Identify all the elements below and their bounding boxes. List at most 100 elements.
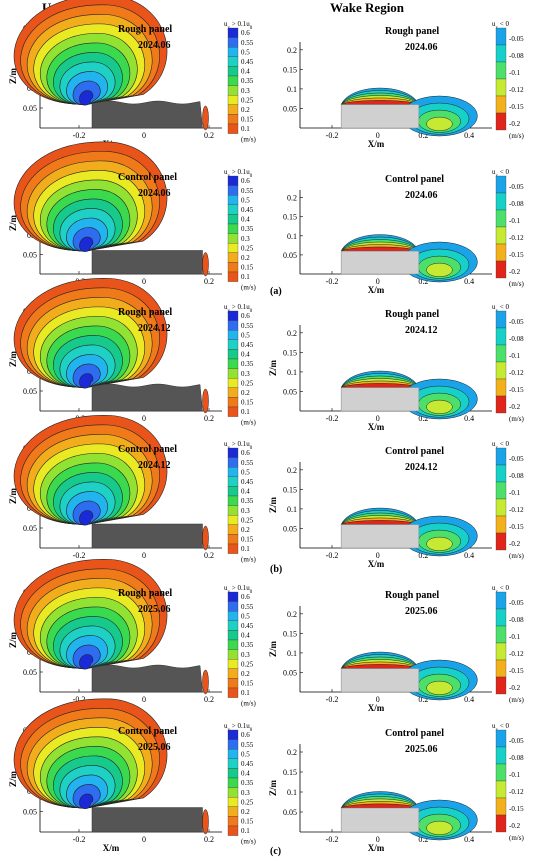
x-tick-label: 0.4	[464, 131, 474, 140]
x-tick-label: 0.4	[464, 695, 474, 704]
panel-upwelling-control-2025.06: 0.05 0.10.15 0.2 0.25 -0.2 0 0.2 X/m Z/m Control …	[8, 698, 256, 853]
colorbar-level: 0.5	[241, 196, 250, 204]
x-tick-label: 0	[142, 277, 146, 286]
colorbar-swatch	[227, 195, 239, 205]
y-tick-label: 0.05	[283, 104, 297, 113]
contour-band	[79, 654, 94, 670]
wake-tail-band	[426, 536, 453, 551]
colorbar-swatch	[227, 601, 239, 612]
colorbar-swatch	[495, 395, 507, 414]
colorbar-swatch	[227, 639, 239, 650]
y-tick-label: 0.05	[23, 387, 37, 396]
colorbar-level: 0.4	[241, 216, 250, 224]
colorbar-level: 0.1	[241, 125, 250, 133]
panel-date: 2024.06	[138, 40, 171, 51]
colorbar-level: 0.3	[241, 370, 250, 378]
panel-title: Control panel	[118, 172, 177, 183]
panel-title: Rough panel	[385, 309, 439, 320]
colorbar-level: 0.35	[241, 360, 254, 368]
colorbar-level: 0.45	[241, 58, 254, 66]
colorbar-swatch	[495, 378, 507, 397]
colorbar-level: 0.3	[241, 235, 250, 243]
x-axis-label: X/m	[368, 843, 385, 853]
colorbar-level: -0.12	[509, 788, 524, 796]
colorbar-level: 0.5	[241, 612, 250, 620]
y-tick-label: 0.05	[23, 524, 37, 533]
colorbar-swatch	[495, 209, 507, 228]
colorbar-swatch	[495, 260, 507, 279]
colorbar-unit: (m/s)	[509, 552, 524, 560]
colorbar-level: -0.1	[509, 771, 521, 779]
colorbar-level: -0.08	[509, 52, 524, 60]
colorbar-level: 0.35	[241, 779, 254, 787]
colorbar-swatch	[227, 659, 239, 669]
trailing-edge-band	[202, 525, 209, 551]
colorbar-level: 0.4	[241, 770, 250, 778]
colorbar-level: -0.08	[509, 335, 524, 343]
x-axis-label: X/m	[368, 559, 385, 569]
y-tick-label: 0.1	[287, 788, 297, 797]
rough-panel-plate	[91, 664, 203, 693]
colorbar-swatch	[495, 780, 507, 799]
y-axis-label: Z/m	[8, 215, 18, 232]
x-tick-label: 0.2	[204, 131, 214, 140]
colorbar-level: 0.6	[241, 29, 250, 37]
y-axis-label: Z/m	[268, 360, 278, 377]
x-tick-label: 0	[142, 414, 146, 423]
colorbar-swatch	[227, 486, 239, 497]
colorbar-swatch	[495, 642, 507, 661]
colorbar-level: -0.12	[509, 86, 524, 94]
colorbar-swatch	[227, 447, 239, 458]
x-tick-label: -0.2	[326, 414, 339, 423]
colorbar-unit: (m/s)	[509, 280, 524, 288]
colorbar-swatch	[227, 271, 239, 282]
plate-control	[340, 250, 420, 275]
y-tick-label: 0.2	[287, 329, 297, 338]
y-tick-label: 0.2	[287, 610, 297, 619]
colorbar-swatch	[495, 498, 507, 517]
colorbar-swatch	[227, 47, 239, 57]
colorbar-swatch	[227, 123, 239, 134]
y-axis-label: Z/m	[8, 68, 18, 85]
colorbar-swatch	[227, 687, 239, 698]
colorbar-unit: (m/s)	[241, 419, 256, 427]
colorbar-swatch	[495, 659, 507, 678]
colorbar-swatch	[227, 114, 239, 125]
colorbar-level: -0.1	[509, 633, 521, 641]
colorbar-level: -0.2	[509, 822, 521, 830]
colorbar-level: 0.5	[241, 48, 250, 56]
y-tick-label: 0.05	[283, 251, 297, 260]
colorbar-level: 0.1	[241, 408, 250, 416]
x-tick-label: 0	[376, 835, 380, 844]
colorbar-level: -0.15	[509, 523, 524, 531]
panel-date: 2025.06	[405, 744, 438, 755]
colorbar-swatch	[495, 447, 507, 466]
colorbar-swatch	[495, 27, 507, 46]
colorbar-level: 0.35	[241, 497, 254, 505]
colorbar-level: -0.08	[509, 200, 524, 208]
colorbar-level: 0.3	[241, 507, 250, 515]
colorbar-level: 0.35	[241, 641, 254, 649]
colorbar-level: -0.2	[509, 268, 521, 276]
y-tick-label: 0.05	[23, 104, 37, 113]
colorbar-level: 0.25	[241, 244, 254, 252]
colorbar-unit: (m/s)	[509, 132, 524, 140]
colorbar-swatch	[227, 620, 239, 631]
panel-date: 2024.06	[405, 42, 438, 53]
colorbar-swatch	[227, 524, 239, 535]
colorbar-swatch	[227, 378, 239, 388]
colorbar-swatch	[495, 515, 507, 534]
colorbar-level: 0.15	[241, 264, 254, 272]
panel-date: 2024.12	[405, 462, 438, 473]
x-tick-label: -0.2	[73, 551, 86, 560]
x-tick-label: 0.2	[418, 277, 428, 286]
colorbar-swatch	[227, 243, 239, 253]
x-tick-label: 0	[142, 551, 146, 560]
colorbar-level: 0.1	[241, 689, 250, 697]
x-tick-label: 0.4	[464, 551, 474, 560]
colorbar-swatch	[495, 814, 507, 833]
colorbar-level: 0.55	[241, 322, 254, 330]
colorbar-swatch	[227, 66, 239, 77]
colorbar-swatch	[227, 816, 239, 827]
colorbar-swatch	[495, 61, 507, 80]
